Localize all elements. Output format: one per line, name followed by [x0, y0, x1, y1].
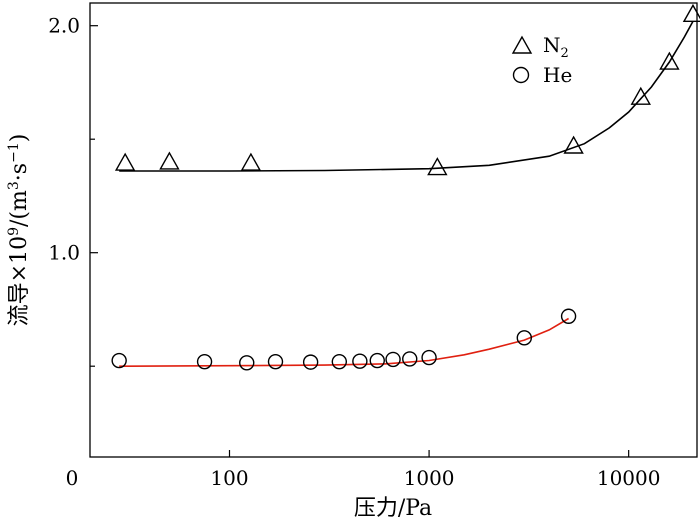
x-origin-label: 0 [66, 466, 79, 490]
point-n2-7 [682, 3, 700, 23]
point-he-6 [352, 353, 368, 369]
plot-frame [89, 2, 698, 458]
point-he-7 [369, 352, 385, 369]
point-n2-5 [630, 86, 651, 105]
x-tick-label-2: 10000 [597, 466, 661, 490]
legend-label-n2: N2 [543, 33, 569, 61]
legend: N2 He [511, 33, 572, 87]
point-he-1 [196, 353, 213, 370]
y-axis: 1.0 2.0 [48, 14, 98, 367]
legend-triangle-marker [511, 35, 533, 54]
y-tick-label-1: 2.0 [48, 14, 80, 38]
point-he-0 [111, 352, 127, 369]
point-he-4 [302, 354, 319, 370]
x-tick-label-0: 100 [210, 466, 248, 490]
point-he-10 [421, 349, 437, 366]
point-n2-4 [563, 135, 584, 154]
point-n2-1 [159, 151, 180, 170]
point-he-12 [560, 308, 577, 324]
point-he-11 [516, 330, 533, 346]
point-he-3 [267, 353, 284, 370]
legend-label-he: He [543, 63, 572, 87]
x-axis-title: 压力/Pa [354, 496, 432, 521]
point-n2-3 [427, 157, 448, 176]
point-n2-0 [114, 152, 136, 171]
y-axis-title: 流导×109/(m3·s−1) [6, 134, 32, 327]
fit-curve-he [119, 317, 570, 367]
point-n2-6 [659, 51, 680, 70]
point-n2-2 [240, 152, 262, 171]
point-he-5 [331, 353, 348, 370]
fit-curves [119, 20, 694, 367]
point-he-9 [402, 351, 418, 367]
legend-circle-marker [512, 66, 530, 84]
y-tick-label-0: 1.0 [48, 241, 80, 265]
point-he-2 [239, 355, 255, 371]
data-points [111, 3, 700, 371]
point-he-8 [385, 351, 401, 368]
x-tick-label-1: 1000 [404, 466, 455, 490]
x-axis: 100 1000 10000 [210, 450, 660, 490]
fit-curve-n2 [119, 20, 694, 172]
